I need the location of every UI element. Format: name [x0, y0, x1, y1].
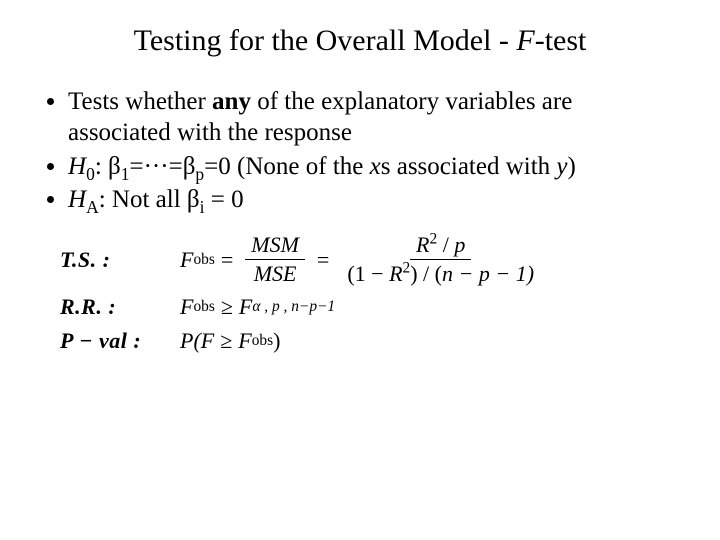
b3-beta: β	[187, 186, 200, 213]
b1-a: Tests whether	[68, 88, 212, 115]
formula-block: T.S. : Fobs = MSM MSE = R2 / p (1 − R2) …	[60, 233, 680, 354]
ts-R2b: R	[389, 261, 402, 286]
ts-frac1: MSM MSE	[245, 233, 305, 286]
title-ital-f: F	[516, 24, 534, 57]
pv-close: )	[273, 328, 280, 354]
ts-eq2: =	[317, 247, 329, 273]
b2-close: )	[568, 153, 576, 180]
b3-text: : Not all	[99, 186, 187, 213]
pv-open: P(F	[180, 328, 214, 354]
b2-sub1: 1	[121, 164, 130, 184]
bullet-list: Tests whether any of the explanatory var…	[40, 86, 680, 215]
rr-F2: F	[239, 294, 252, 320]
ts-msm: MSM	[245, 233, 305, 260]
ts-npm1: n − p − 1)	[442, 261, 534, 286]
b2-colon: :	[95, 153, 108, 180]
b2-dots: =···=	[130, 153, 183, 180]
ts-frac2: R2 / p (1 − R2) / (n − p − 1)	[341, 233, 540, 286]
slide-title: Testing for the Overall Model - F-test	[40, 24, 680, 58]
slide: Testing for the Overall Model - F-test T…	[0, 0, 720, 540]
rr-F1: F	[180, 294, 193, 320]
b2-eq0: =0 (None of the	[204, 153, 369, 180]
ts-co: ) / (	[410, 261, 442, 286]
b2-beta1: β	[108, 153, 121, 180]
rr-label: R.R. :	[60, 294, 180, 320]
title-prefix: Testing for the Overall Model -	[134, 24, 517, 57]
b3-H: H	[68, 186, 86, 213]
ts-num2: R2 / p	[410, 233, 471, 260]
b3-subA: A	[86, 197, 99, 217]
b2-betap: β	[183, 153, 196, 180]
ts-slash1: /	[437, 232, 454, 257]
b2-xs-s: s	[381, 153, 391, 180]
formula-pval: P − val : P(F ≥ Fobs)	[60, 328, 680, 354]
bullet-1: Tests whether any of the explanatory var…	[68, 86, 680, 149]
b2-sub0: 0	[86, 164, 95, 184]
bullet-2: H0: β1=···=βp=0 (None of the xs associat…	[68, 151, 680, 182]
ts-R1: R	[416, 232, 429, 257]
b3-eq: = 0	[205, 186, 244, 213]
ts-eq1: =	[221, 247, 233, 273]
pv-F: F	[238, 328, 251, 354]
ts-p1: p	[454, 232, 465, 257]
rr-ge: ≥	[221, 294, 233, 320]
ts-F: F	[180, 247, 193, 273]
b2-x: x	[370, 153, 381, 180]
ts-label: T.S. :	[60, 247, 180, 273]
ts-den2: (1 − R2) / (n − p − 1)	[341, 260, 540, 286]
pv-label: P − val :	[60, 328, 180, 354]
b2-subp: p	[195, 164, 204, 184]
formula-rr: R.R. : Fobs ≥ Fα , p , n−p−1	[60, 294, 680, 320]
ts-mse: MSE	[248, 260, 303, 286]
bullet-3: HA: Not all βi = 0	[68, 184, 680, 215]
b2-y: y	[556, 153, 567, 180]
b2-H: H	[68, 153, 86, 180]
b1-bold: any	[212, 88, 251, 115]
ts-1m: (1 −	[347, 261, 389, 286]
pv-ge: ≥	[220, 328, 232, 354]
formula-ts: T.S. : Fobs = MSM MSE = R2 / p (1 − R2) …	[60, 233, 680, 286]
b2-assoc: associated with	[390, 153, 556, 180]
title-suffix: -test	[535, 24, 587, 57]
